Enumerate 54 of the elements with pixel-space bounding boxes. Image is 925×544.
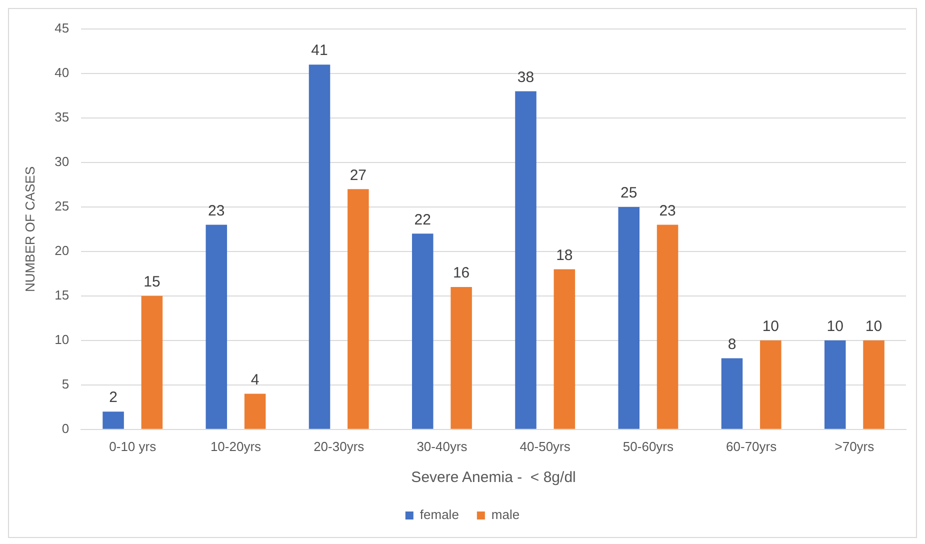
- y-tick-label: 0: [62, 420, 70, 436]
- data-label: 4: [250, 371, 260, 388]
- x-tick-label: 40-50yrs: [520, 438, 571, 454]
- bar: [348, 189, 369, 429]
- data-label: 10: [865, 318, 882, 336]
- x-tick-label: 20-30yrs: [314, 438, 365, 454]
- bar: [450, 287, 472, 429]
- y-tick-label: 35: [54, 110, 70, 125]
- y-axis-title: NUMBER OF CASES: [22, 166, 38, 292]
- bar: [102, 412, 124, 429]
- bar: [515, 91, 536, 429]
- x-tick-label: >70yrs: [834, 438, 875, 454]
- bar: [656, 224, 678, 429]
- y-tick-label: 25: [54, 198, 70, 214]
- bar: [721, 358, 743, 429]
- bar: [206, 224, 228, 429]
- bar: [308, 64, 330, 429]
- x-tick-label: 30-40yrs: [416, 438, 468, 454]
- y-tick-label: 40: [54, 65, 70, 80]
- data-label: 10: [826, 318, 844, 336]
- y-tick-label: 10: [54, 332, 70, 347]
- data-label: 18: [556, 246, 573, 264]
- data-label: 38: [517, 68, 534, 86]
- data-label: 16: [452, 264, 470, 282]
- y-tick-label: 45: [54, 20, 70, 36]
- data-label: 25: [620, 184, 638, 202]
- legend-label: female: [420, 507, 459, 522]
- data-label: 8: [728, 336, 736, 353]
- x-axis-title: Severe Anemia - < 8g/dl: [411, 469, 576, 486]
- bar: [618, 206, 640, 429]
- x-tick-label: 0-10 yrs: [109, 438, 157, 454]
- data-label: 23: [208, 202, 225, 220]
- bar: [824, 340, 846, 429]
- y-tick-label: 30: [54, 154, 70, 170]
- bar: [554, 269, 576, 429]
- x-tick-label: 50-60yrs: [622, 438, 674, 454]
- data-label: 15: [144, 274, 160, 291]
- bar: [863, 340, 884, 429]
- bar: [244, 394, 266, 429]
- data-label: 41: [311, 42, 328, 60]
- bar: [141, 296, 163, 429]
- data-label: 22: [414, 211, 431, 228]
- y-tick-label: 20: [54, 243, 70, 258]
- y-tick-label: 15: [54, 288, 70, 303]
- x-tick-label: 10-20yrs: [210, 438, 262, 454]
- bar: [760, 340, 782, 429]
- x-tick-label: 60-70yrs: [726, 438, 778, 454]
- data-label: 27: [350, 166, 367, 184]
- bar: [412, 234, 434, 429]
- data-label: 23: [659, 202, 676, 220]
- data-label: 10: [762, 318, 779, 336]
- data-label: 2: [109, 389, 118, 406]
- y-tick-label: 5: [62, 376, 70, 392]
- legend-label: male: [491, 507, 520, 522]
